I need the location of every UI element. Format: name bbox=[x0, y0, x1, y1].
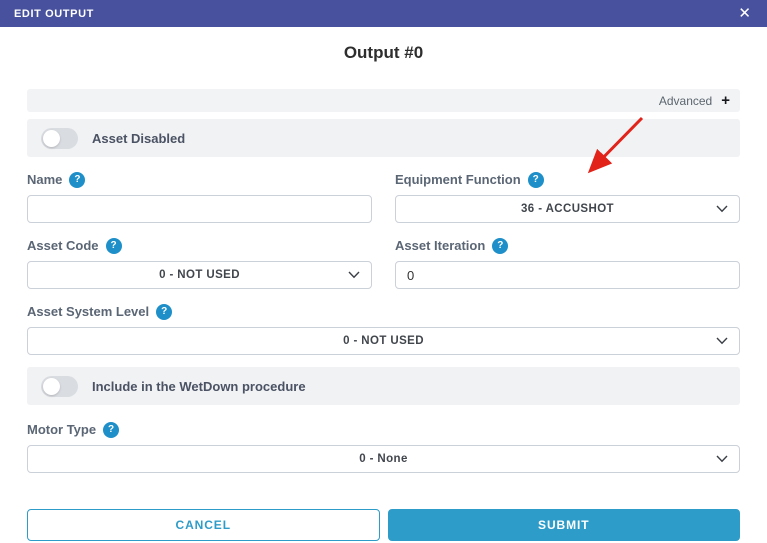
asset-iteration-label: Asset Iteration bbox=[395, 238, 486, 253]
name-field-group: Name ? bbox=[27, 157, 372, 223]
motor-type-field-group: Motor Type ? 0 - None bbox=[27, 421, 740, 473]
equipment-function-select[interactable]: 36 - ACCUSHOT bbox=[395, 195, 740, 223]
chevron-down-icon bbox=[348, 271, 360, 279]
motor-type-label-line: Motor Type ? bbox=[27, 421, 740, 438]
help-icon[interactable]: ? bbox=[156, 303, 173, 320]
chevron-down-icon bbox=[716, 337, 728, 345]
asset-system-level-select[interactable]: 0 - NOT USED bbox=[27, 327, 740, 355]
asset-iteration-field-group: Asset Iteration ? bbox=[395, 223, 740, 289]
equipment-function-label: Equipment Function bbox=[395, 172, 521, 187]
cancel-button[interactable]: CANCEL bbox=[27, 509, 380, 541]
advanced-toggle[interactable]: Advanced + bbox=[27, 89, 740, 112]
equipment-function-value: 36 - ACCUSHOT bbox=[521, 203, 614, 215]
modal-footer: CANCEL SUBMIT bbox=[27, 509, 740, 541]
asset-code-label-line: Asset Code ? bbox=[27, 237, 372, 254]
submit-button[interactable]: SUBMIT bbox=[387, 509, 740, 541]
page-title: Output #0 bbox=[343, 43, 424, 62]
name-label: Name bbox=[27, 172, 63, 187]
help-icon[interactable]: ? bbox=[103, 421, 120, 438]
asset-iteration-label-line: Asset Iteration ? bbox=[395, 237, 740, 254]
asset-system-level-label: Asset System Level bbox=[27, 304, 150, 319]
asset-code-field-group: Asset Code ? 0 - NOT USED bbox=[27, 223, 372, 289]
asset-disabled-toggle[interactable] bbox=[41, 127, 78, 149]
asset-disabled-label: Asset Disabled bbox=[92, 130, 186, 146]
toggle-knob bbox=[43, 377, 60, 395]
wetdown-label: Include in the WetDown procedure bbox=[92, 378, 306, 394]
help-icon[interactable]: ? bbox=[492, 237, 509, 254]
name-input[interactable] bbox=[27, 195, 372, 223]
motor-type-label: Motor Type bbox=[27, 422, 97, 437]
modal-header: EDIT OUTPUT ✕ bbox=[0, 0, 767, 27]
name-label-line: Name ? bbox=[27, 171, 372, 188]
form-row-1: Name ? Equipment Function ? 36 - ACCUSHO… bbox=[27, 157, 740, 223]
equipment-function-field-group: Equipment Function ? 36 - ACCUSHOT bbox=[395, 157, 740, 223]
help-icon[interactable]: ? bbox=[69, 171, 86, 188]
advanced-label: Advanced bbox=[658, 93, 713, 108]
chevron-down-icon bbox=[716, 455, 728, 463]
motor-type-select[interactable]: 0 - None bbox=[27, 445, 740, 473]
asset-system-level-field-group: Asset System Level ? 0 - NOT USED bbox=[27, 303, 740, 355]
asset-system-level-label-line: Asset System Level ? bbox=[27, 303, 740, 320]
equipment-function-label-line: Equipment Function ? bbox=[395, 171, 740, 188]
toggle-knob bbox=[43, 129, 60, 147]
close-icon: ✕ bbox=[738, 5, 751, 22]
modal-title: EDIT OUTPUT bbox=[14, 7, 94, 20]
asset-code-label: Asset Code bbox=[27, 238, 99, 253]
motor-type-value: 0 - None bbox=[359, 453, 408, 465]
plus-icon: + bbox=[721, 92, 730, 109]
chevron-down-icon bbox=[716, 205, 728, 213]
wetdown-panel: Include in the WetDown procedure bbox=[27, 367, 740, 405]
form-row-2: Asset Code ? 0 - NOT USED Asset Iteratio… bbox=[27, 223, 740, 289]
asset-code-select[interactable]: 0 - NOT USED bbox=[27, 261, 372, 289]
asset-system-level-value: 0 - NOT USED bbox=[343, 335, 424, 347]
help-icon[interactable]: ? bbox=[527, 171, 544, 188]
modal-body: Advanced + Asset Disabled Name ? Equipme… bbox=[0, 89, 767, 541]
asset-disabled-panel: Asset Disabled bbox=[27, 119, 740, 157]
help-icon[interactable]: ? bbox=[105, 237, 122, 254]
asset-code-value: 0 - NOT USED bbox=[159, 269, 240, 281]
close-button[interactable]: ✕ bbox=[734, 4, 755, 23]
asset-iteration-input[interactable] bbox=[395, 261, 740, 289]
wetdown-toggle[interactable] bbox=[41, 375, 78, 397]
